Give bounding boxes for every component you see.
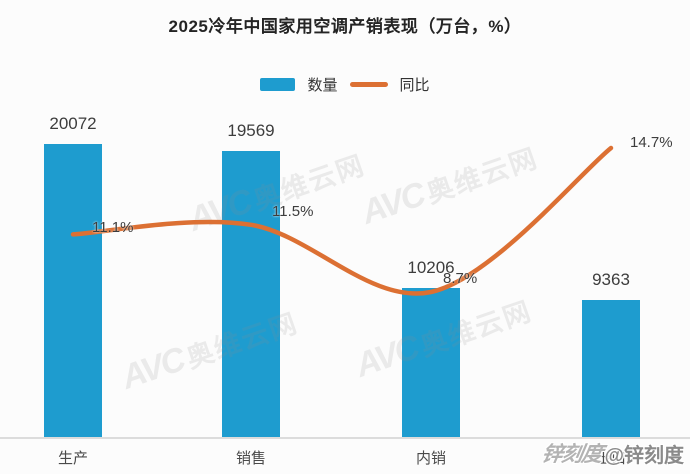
category-label: 销售 (235, 450, 267, 467)
legend-line-swatch (349, 82, 388, 87)
avc-watermark: AVC 奥维云网 (357, 136, 543, 233)
bar-生产 (44, 144, 102, 437)
bar-value-label: 19569 (227, 121, 275, 141)
avc-watermark-latin: AVC (116, 340, 189, 397)
zinc-handle-text: @锌刻度 (604, 444, 684, 467)
line-point-label: 14.7% (630, 134, 673, 151)
legend-line-label: 同比 (399, 77, 430, 94)
category-label: 内销 (415, 450, 447, 467)
line-point-label: 11.5% (272, 202, 314, 220)
zinc-watermark: 锌刻度 @锌刻度 (540, 438, 684, 468)
line-point-label: 8.7% (443, 270, 478, 287)
category-label: 出口 (595, 450, 627, 467)
legend-bar-label: 数量 (307, 77, 338, 94)
zinc-logo-text: 锌刻度 (540, 443, 605, 466)
legend: 数量 同比 (0, 74, 690, 95)
bar-value-label: 20072 (49, 114, 97, 133)
x-axis-line (0, 437, 690, 439)
line-point-label: 11.1% (92, 219, 134, 237)
avc-watermark-latin: AVC (356, 175, 429, 232)
bar-内销 (402, 288, 460, 437)
bar-出口 (582, 300, 640, 437)
avc-watermark-cn: 奥维云网 (422, 142, 542, 209)
bar-value-label: 9363 (592, 270, 630, 290)
legend-bar-swatch (260, 78, 296, 91)
chart-title: 2025冷年中国家用空调产销表现（万台，%） (168, 17, 522, 36)
category-label: 生产 (57, 450, 89, 467)
